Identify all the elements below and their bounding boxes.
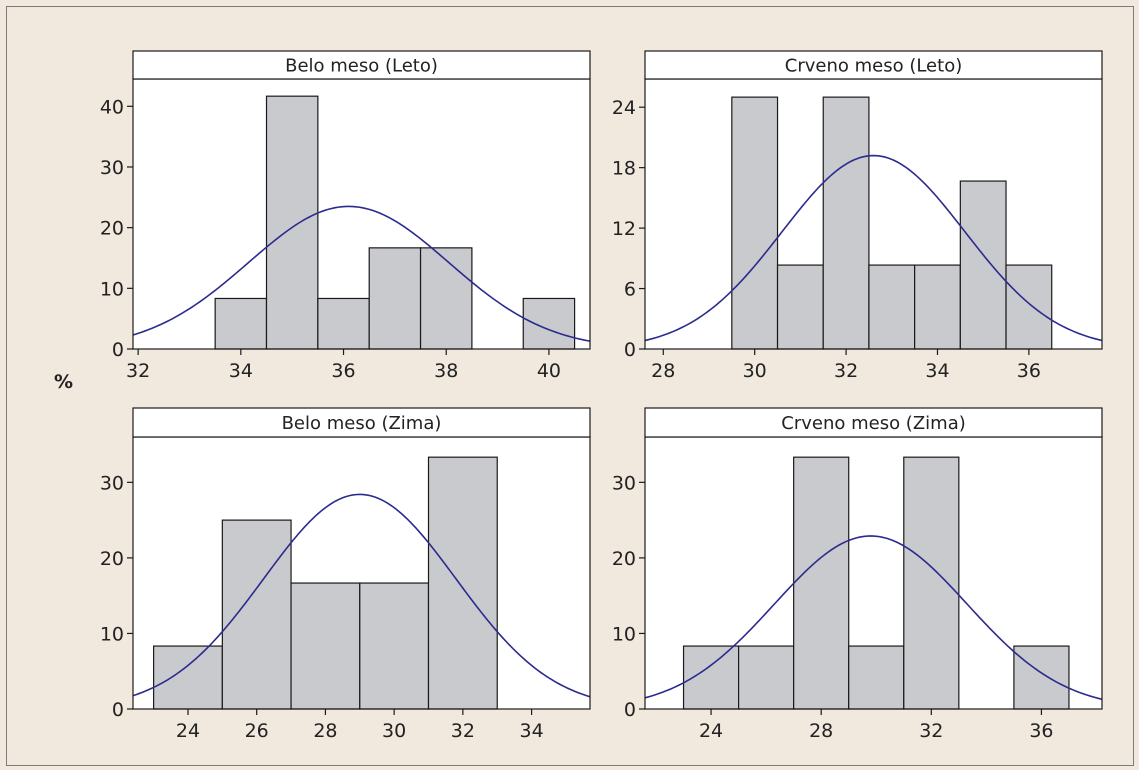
histogram-bar bbox=[522, 297, 576, 350]
histogram-bar bbox=[868, 264, 916, 350]
x-tick-label: 30 bbox=[382, 720, 406, 742]
histogram-bar bbox=[959, 180, 1007, 350]
x-tick-label: 32 bbox=[126, 360, 150, 382]
histogram-bar bbox=[903, 456, 960, 710]
histogram-bar bbox=[848, 645, 905, 710]
normal-curve bbox=[133, 493, 590, 698]
x-tick-label: 30 bbox=[743, 360, 767, 382]
y-tick-label: 30 bbox=[100, 472, 124, 494]
y-tick-label: 10 bbox=[100, 623, 124, 645]
y-tick-label: 30 bbox=[100, 157, 124, 179]
y-tick-label: 10 bbox=[100, 278, 124, 300]
histogram-bar bbox=[793, 456, 850, 710]
histogram-bar bbox=[731, 96, 779, 350]
x-tick-label: 34 bbox=[229, 360, 253, 382]
histogram-bar bbox=[368, 247, 422, 350]
x-tick-label: 34 bbox=[925, 360, 949, 382]
y-tick-label: 20 bbox=[100, 218, 124, 240]
histogram-bar bbox=[1013, 645, 1070, 710]
y-tick-label: 0 bbox=[624, 699, 636, 721]
y-tick-label: 20 bbox=[100, 548, 124, 570]
panel-title: Belo meso (Zima) bbox=[282, 413, 442, 434]
y-tick-label: 0 bbox=[112, 339, 124, 361]
histogram-bar bbox=[153, 645, 223, 710]
histogram-bar bbox=[419, 247, 473, 350]
x-tick-label: 32 bbox=[451, 720, 475, 742]
histogram-bar bbox=[914, 264, 961, 350]
histogram-panel: Belo meso (Zima) 0 10 20 30 24 26 28 30 32 34 bbox=[100, 407, 591, 742]
x-tick-label: 32 bbox=[834, 360, 858, 382]
histogram-panel: Crveno meso (Zima) 0 10 20 30 24 28 32 36 bbox=[612, 407, 1103, 742]
panel-title-strip bbox=[132, 407, 591, 438]
normal-curve bbox=[645, 154, 1102, 342]
histogram-bar bbox=[776, 264, 824, 350]
histogram-bar bbox=[317, 297, 370, 350]
x-tick-label: 28 bbox=[313, 720, 337, 742]
figure-area: % Belo meso (Leto) 0 10 20 30 40 32 34 36 38 40 Crv… bbox=[6, 6, 1134, 766]
x-tick-label: 24 bbox=[176, 720, 200, 742]
normal-curve bbox=[645, 535, 1102, 701]
y-axis-label: % bbox=[54, 371, 73, 393]
y-tick-label: 10 bbox=[612, 623, 636, 645]
y-tick-label: 6 bbox=[624, 279, 636, 301]
panel-title: Belo meso (Leto) bbox=[285, 56, 438, 77]
histogram-bar bbox=[359, 582, 430, 710]
y-tick-label: 30 bbox=[612, 472, 636, 494]
x-tick-label: 36 bbox=[331, 360, 355, 382]
histogram-bar bbox=[221, 519, 292, 710]
histogram-bar bbox=[290, 582, 361, 710]
histogram-bar bbox=[822, 96, 870, 350]
y-tick-label: 24 bbox=[612, 97, 636, 119]
histogram-bar bbox=[427, 456, 498, 710]
histogram-grid: % Belo meso (Leto) 0 10 20 30 40 32 34 36 38 40 Crv… bbox=[54, 50, 1103, 742]
histogram-bar bbox=[738, 645, 795, 710]
x-tick-label: 28 bbox=[809, 720, 833, 742]
histogram-bar bbox=[214, 297, 268, 350]
x-tick-label: 28 bbox=[651, 360, 675, 382]
x-tick-label: 26 bbox=[245, 720, 269, 742]
y-tick-label: 18 bbox=[612, 158, 636, 180]
y-tick-label: 40 bbox=[100, 96, 124, 118]
x-tick-label: 36 bbox=[1029, 720, 1053, 742]
y-tick-label: 12 bbox=[612, 218, 636, 240]
panel-title-strip bbox=[644, 407, 1103, 438]
panel-title: Crveno meso (Zima) bbox=[781, 413, 966, 434]
x-tick-label: 38 bbox=[434, 360, 458, 382]
y-tick-label: 0 bbox=[112, 699, 124, 721]
histogram-panel: Crveno meso (Leto) 0 6 12 18 24 28 30 32 34 36 bbox=[612, 50, 1103, 382]
histogram-panel: Belo meso (Leto) 0 10 20 30 40 32 34 36 38 40 bbox=[100, 50, 591, 382]
panel-title: Crveno meso (Leto) bbox=[785, 56, 962, 77]
x-tick-label: 24 bbox=[699, 720, 723, 742]
y-tick-label: 20 bbox=[612, 548, 636, 570]
histogram-bar bbox=[265, 95, 319, 350]
y-tick-label: 0 bbox=[624, 339, 636, 361]
normal-curve bbox=[133, 205, 590, 342]
panel-title-strip bbox=[132, 50, 591, 80]
x-tick-label: 36 bbox=[1017, 360, 1041, 382]
x-tick-label: 40 bbox=[537, 360, 561, 382]
panel-title-strip bbox=[644, 50, 1103, 80]
x-tick-label: 34 bbox=[519, 720, 543, 742]
x-tick-label: 32 bbox=[919, 720, 943, 742]
histogram-bar bbox=[1005, 264, 1053, 350]
